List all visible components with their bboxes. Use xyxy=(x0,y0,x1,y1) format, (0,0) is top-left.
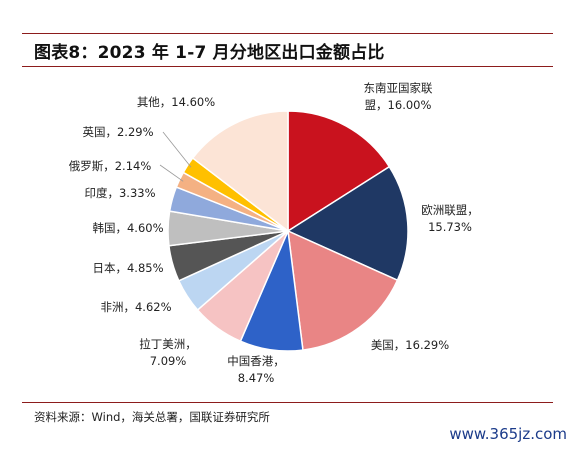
slice-label-line: 美国，16.29% xyxy=(371,338,449,352)
source-note: 资料来源：Wind，海关总署，国联证券研究所 xyxy=(34,410,270,424)
slice-label-4: 拉丁美洲， 7.09% xyxy=(139,337,197,368)
slice-label-line: 中国香港， xyxy=(227,354,285,368)
bottom-rule xyxy=(22,402,553,403)
slice-label-line: 俄罗斯，2.14% xyxy=(69,159,152,173)
slice-label-line: 韩国，4.60% xyxy=(92,221,163,235)
slice-label-1: 欧洲联盟， 15.73% xyxy=(421,203,479,234)
slice-label-6: 日本，4.85% xyxy=(92,261,163,275)
slice-label-0: 东南亚国家联盟，16.00% xyxy=(364,81,433,112)
pie-slices xyxy=(167,110,409,352)
pie-slice-1 xyxy=(286,165,409,282)
slice-label-line: 7.09% xyxy=(150,354,187,368)
slice-label-line: 英国，2.29% xyxy=(82,125,153,139)
slice-label-line: 日本，4.85% xyxy=(92,261,163,275)
title-rule xyxy=(22,66,553,67)
slice-label-line: 东南亚国家联 xyxy=(364,81,433,95)
slice-label-3: 中国香港， 8.47% xyxy=(227,354,285,385)
slice-label-line: 8.47% xyxy=(238,371,275,385)
pie-slice-0 xyxy=(287,110,391,233)
chart-title: 图表8：2023 年 1-7 月分地区出口金额占比 xyxy=(34,43,385,63)
pie-slice-11 xyxy=(191,110,289,233)
pie-slice-2 xyxy=(287,229,399,351)
leader-lines xyxy=(159,131,192,182)
slice-label-11: 其他，14.60% xyxy=(137,95,215,109)
slice-label-7: 韩国，4.60% xyxy=(92,221,163,235)
slice-label-line: 印度，3.33% xyxy=(84,186,155,200)
leader-line-10 xyxy=(162,131,192,168)
slice-label-8: 印度，3.33% xyxy=(84,186,155,200)
slice-label-line: 欧洲联盟， xyxy=(421,203,479,217)
watermark: www.365jz.com xyxy=(449,425,567,443)
slice-label-line: 非洲，4.62% xyxy=(100,300,171,314)
slice-label-10: 英国，2.29% xyxy=(82,125,153,139)
slice-label-9: 俄罗斯，2.14% xyxy=(69,159,152,173)
slice-label-2: 美国，16.29% xyxy=(371,338,449,352)
slice-label-line: 15.73% xyxy=(428,220,472,234)
slice-label-line: 盟，16.00% xyxy=(365,98,432,112)
slice-label-line: 其他，14.60% xyxy=(137,95,215,109)
leader-line-9 xyxy=(159,164,184,182)
top-rule xyxy=(22,33,553,34)
slice-label-5: 非洲，4.62% xyxy=(100,300,171,314)
slice-label-line: 拉丁美洲， xyxy=(139,337,197,351)
slice-labels: 东南亚国家联盟，16.00% 欧洲联盟， 15.73% 美国，16.29% 中国香港， 8… xyxy=(69,81,479,385)
